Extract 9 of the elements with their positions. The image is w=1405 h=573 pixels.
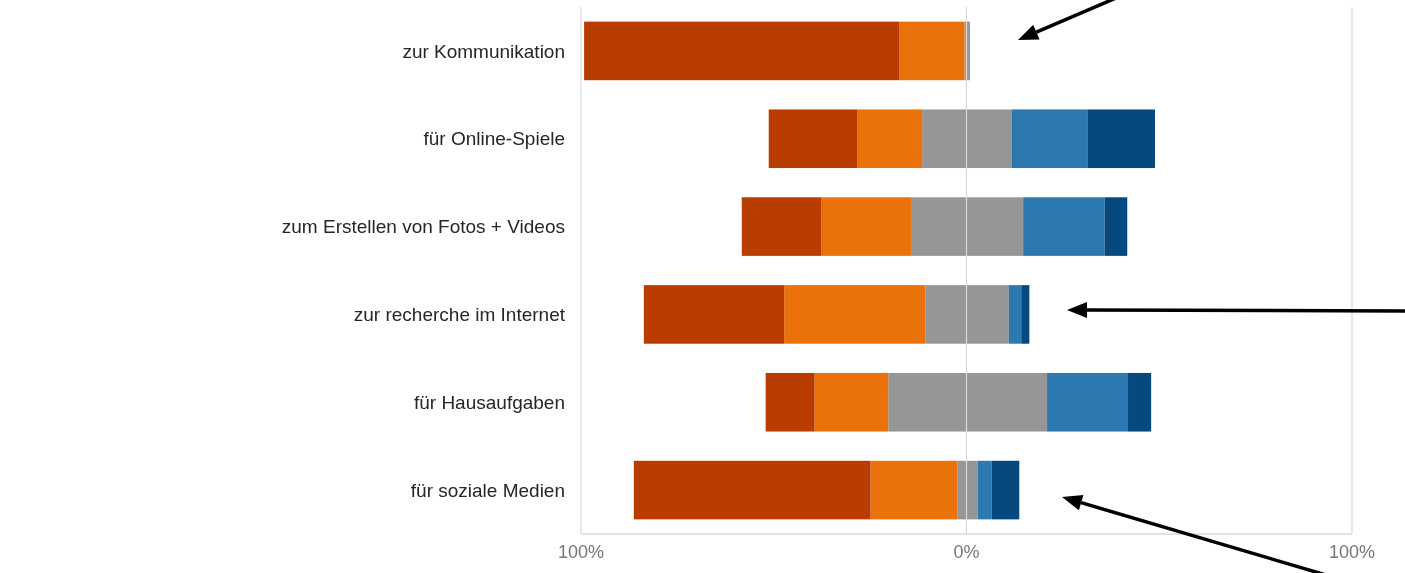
y-tick-label: zum Erstellen von Fotos + Videos — [281, 216, 565, 238]
x-tick-label: 100% — [557, 542, 605, 563]
y-tick-label: zur recherche im Internet — [353, 304, 566, 326]
y-tick-label: für Online-Spiele — [423, 128, 565, 150]
x-tick-label: 0% — [953, 542, 980, 563]
y-tick-label: für Hausaufgaben — [413, 391, 565, 413]
y-tick-label: zur Kommunikation — [402, 40, 565, 62]
x-tick-label: 100% — [1328, 542, 1376, 563]
y-tick-label: für soziale Medien — [410, 479, 565, 501]
